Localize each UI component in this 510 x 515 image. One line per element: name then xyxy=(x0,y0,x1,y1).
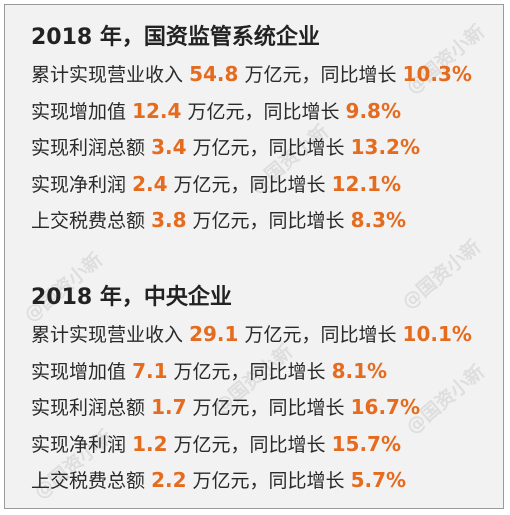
stat-label: 实现净利润 xyxy=(31,433,127,456)
stat-value: 1.2 xyxy=(132,431,168,456)
stat-value: 7.1 xyxy=(132,358,168,383)
stat-label: 实现净利润 xyxy=(31,173,127,196)
stat-unit: 万亿元，同比增长 xyxy=(244,324,397,346)
stat-value: 2.4 xyxy=(132,171,168,196)
section-central-enterprises: 2018 年，中央企业 累计实现营业收入 29.1 万亿元，同比增长 10.1%… xyxy=(31,280,497,499)
stat-growth: 13.2% xyxy=(350,135,420,159)
stat-row-net-profit: 实现净利润 1.2 万亿元，同比增长 15.7% xyxy=(31,426,497,463)
stat-unit: 万亿元，同比增长 xyxy=(187,100,340,123)
stat-growth: 8.1% xyxy=(331,358,388,383)
stat-row-value-added: 实现增加值 7.1 万亿元，同比增长 8.1% xyxy=(31,353,497,390)
stat-growth: 10.1% xyxy=(402,322,472,346)
stat-value: 3.8 xyxy=(151,208,187,232)
stat-growth: 15.7% xyxy=(331,431,401,456)
stat-value: 12.4 xyxy=(132,98,182,123)
stat-growth: 9.8% xyxy=(345,98,401,123)
stat-unit: 万亿元，同比增长 xyxy=(192,210,345,232)
stat-value: 29.1 xyxy=(189,322,239,346)
stat-label: 上交税费总额 xyxy=(31,470,146,492)
stat-label: 累计实现营业收入 xyxy=(31,64,184,86)
stat-growth: 16.7% xyxy=(350,395,420,419)
stat-unit: 万亿元，同比增长 xyxy=(173,173,326,196)
stat-row-revenue: 累计实现营业收入 29.1 万亿元，同比增长 10.1% xyxy=(31,316,497,353)
stat-unit: 万亿元，同比增长 xyxy=(192,137,345,159)
stat-label: 累计实现营业收入 xyxy=(31,324,184,346)
infographic-card: @国资小新 @国资小新 @国资小新 @国资小新 @国资小新 @国资小新 @国资小… xyxy=(4,4,504,509)
stat-unit: 万亿元，同比增长 xyxy=(192,470,345,492)
stat-unit: 万亿元，同比增长 xyxy=(173,433,326,456)
stat-row-total-profit: 实现利润总额 1.7 万亿元，同比增长 16.7% xyxy=(31,389,497,426)
stat-label: 实现增加值 xyxy=(31,100,127,123)
section-heading: 2018 年，国资监管系统企业 xyxy=(31,25,320,50)
stat-growth: 5.7% xyxy=(350,468,407,492)
stat-value: 54.8 xyxy=(189,62,239,86)
stat-row-revenue: 累计实现营业收入 54.8 万亿元，同比增长 10.3% xyxy=(31,56,497,93)
stat-growth: 8.3% xyxy=(350,208,407,232)
stat-value: 3.4 xyxy=(151,135,187,159)
stat-row-taxes: 上交税费总额 3.8 万亿元，同比增长 8.3% xyxy=(31,202,497,239)
section-regulated-enterprises: 2018 年，国资监管系统企业 累计实现营业收入 54.8 万亿元，同比增长 1… xyxy=(31,20,497,239)
section-heading: 2018 年，中央企业 xyxy=(31,285,232,310)
stat-row-net-profit: 实现净利润 2.4 万亿元，同比增长 12.1% xyxy=(31,166,497,203)
stat-label: 实现利润总额 xyxy=(31,137,146,159)
stat-unit: 万亿元，同比增长 xyxy=(244,64,397,86)
stat-row-value-added: 实现增加值 12.4 万亿元，同比增长 9.8% xyxy=(31,93,497,130)
stat-label: 上交税费总额 xyxy=(31,210,146,232)
stat-value: 1.7 xyxy=(151,395,187,419)
stat-unit: 万亿元，同比增长 xyxy=(173,360,326,383)
stat-unit: 万亿元，同比增长 xyxy=(192,397,345,419)
stat-row-taxes: 上交税费总额 2.2 万亿元，同比增长 5.7% xyxy=(31,462,497,499)
stat-label: 实现利润总额 xyxy=(31,397,146,419)
stat-label: 实现增加值 xyxy=(31,360,127,383)
stat-value: 2.2 xyxy=(151,468,187,492)
stat-growth: 12.1% xyxy=(331,171,401,196)
stat-growth: 10.3% xyxy=(402,62,472,86)
stat-row-total-profit: 实现利润总额 3.4 万亿元，同比增长 13.2% xyxy=(31,129,497,166)
